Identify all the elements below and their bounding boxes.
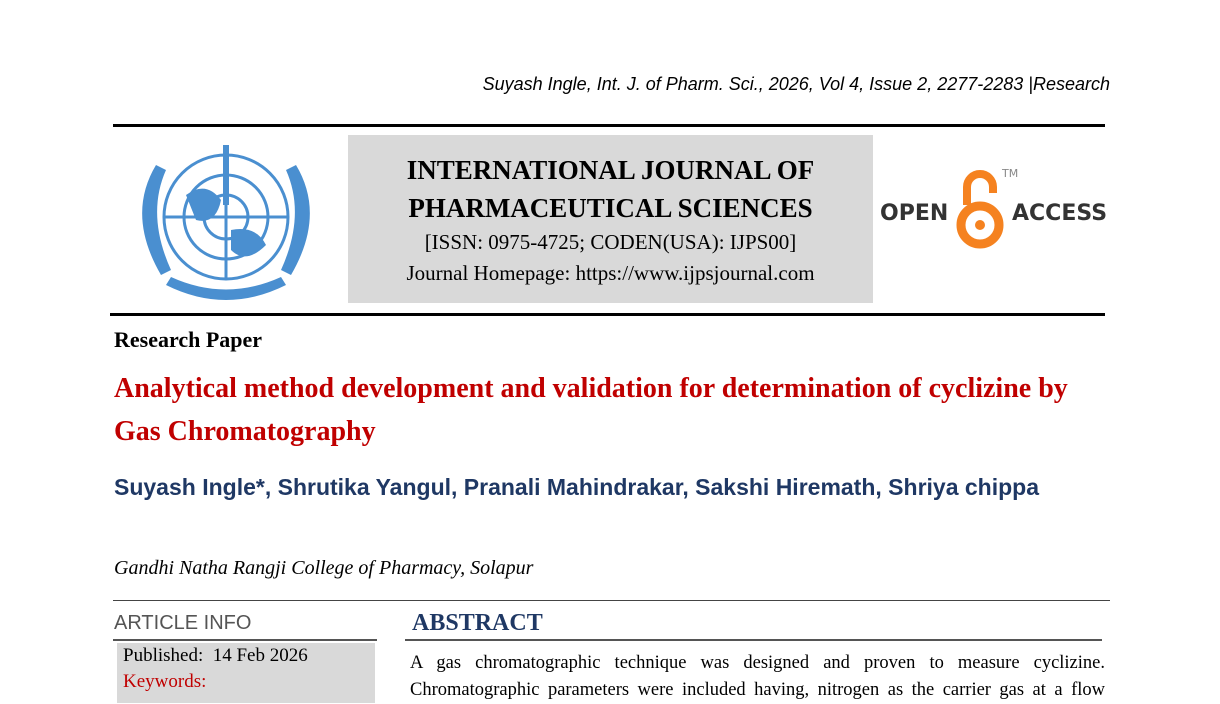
affiliation: Gandhi Natha Rangji College of Pharmacy,… [114,557,534,579]
author-list: Suyash Ingle*, Shrutika Yangul, Pranali … [114,474,1039,500]
masthead-bottom-rule [110,313,1105,316]
article-title: Analytical method development and valida… [114,373,1068,447]
keywords-label: Keywords: [123,671,207,692]
abstract-heading: ABSTRACT [412,610,543,636]
journal-emblem-logo [142,145,310,300]
citation-header: Suyash Ingle, Int. J. of Pharm. Sci., 20… [482,74,1110,94]
abstract-rule [405,639,1102,641]
journal-masthead: INTERNATIONAL JOURNAL OF PHARMACEUTICAL S… [348,135,873,303]
top-rule [113,124,1105,127]
journal-name: PHARMACEUTICAL SCIENCES [408,193,813,223]
journal-homepage[interactable]: Journal Homepage: https://www.ijpsjourna… [406,261,815,285]
article-info-heading: ARTICLE INFO [114,612,252,634]
journal-issn: [ISSN: 0975-4725; CODEN(USA): IJPS00] [424,230,797,254]
abstract-text: A gas chromatographic technique was desi… [410,653,1105,700]
article-info-rule [113,639,377,641]
section-divider [113,600,1110,601]
open-lock-icon [956,170,1004,249]
journal-name: INTERNATIONAL JOURNAL OF [406,155,815,185]
open-access-logo: OPEN TM ACCESS [880,165,1110,255]
published-date: Published: 14 Feb 2026 [123,645,308,666]
article-info-box [117,643,375,703]
article-type: Research Paper [114,327,263,352]
